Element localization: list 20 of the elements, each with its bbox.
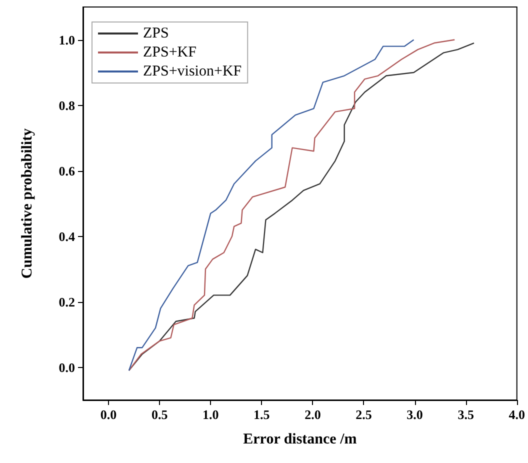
y-tick-label: 0.6 [58, 163, 76, 178]
legend-label: ZPS+vision+KF [143, 64, 242, 80]
legend-label: ZPS [143, 26, 169, 42]
y-tick-label: 0.0 [58, 360, 75, 375]
y-tick-label: 0.4 [58, 228, 76, 244]
x-tick-label: 2.5 [356, 407, 372, 422]
x-tick-label: 1.5 [254, 407, 270, 422]
x-tick-label: 0.5 [151, 407, 168, 422]
x-tick-label: 3.0 [406, 407, 423, 422]
x-tick-label: 4.0 [508, 407, 525, 422]
x-tick-label: 1.0 [202, 407, 219, 422]
x-axis-title: Error distance /m [243, 432, 358, 448]
x-tick-label: 3.5 [458, 407, 474, 422]
y-axis-title: Cumulative probability [20, 128, 36, 279]
y-tick-label: 0.8 [58, 98, 76, 113]
y-tick-label: 1.0 [58, 32, 75, 48]
x-tick-label: 0.0 [100, 407, 117, 422]
y-tick-label: 0.2 [58, 294, 75, 310]
legend-label: ZPS+KF [143, 44, 196, 60]
x-tick-label: 2.0 [304, 407, 321, 422]
